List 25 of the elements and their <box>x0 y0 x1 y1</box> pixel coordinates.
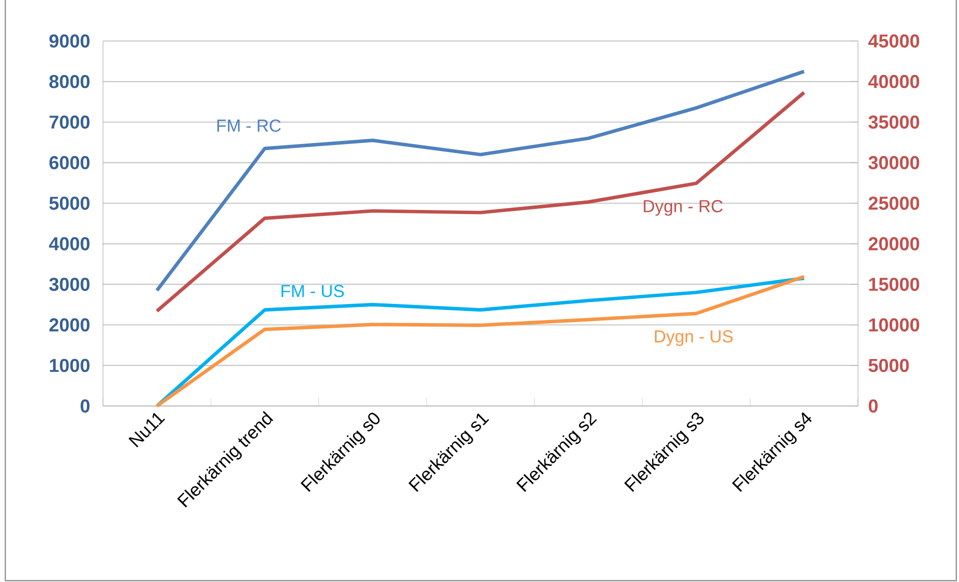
y-tick-label: 5000 <box>49 196 90 210</box>
y2-tick-label: 25000 <box>868 196 920 210</box>
y2-tick-label: 0 <box>868 399 878 413</box>
series-label: FM - RC <box>217 119 281 132</box>
series-label: Dygn - RC <box>644 200 723 216</box>
y2-tick-label: 45000 <box>868 34 920 48</box>
series-label: Dygn - US <box>654 330 733 346</box>
y2-tick-label: 20000 <box>868 237 920 250</box>
y2-tick-label: 35000 <box>868 115 920 129</box>
y2-tick-label: 30000 <box>868 156 920 170</box>
y-tick-label: 2000 <box>49 318 90 332</box>
y-tick-label: 7000 <box>50 116 90 129</box>
y2-tick-label: 5000 <box>868 358 909 372</box>
y2-tick-label: 15000 <box>869 278 920 291</box>
y-tick-label: 4000 <box>49 237 90 250</box>
y-tick-label: 6000 <box>49 156 90 170</box>
y-tick-label: 9000 <box>49 34 90 48</box>
y-tick-label: 1000 <box>50 358 90 372</box>
y-tick-label: 0 <box>80 399 90 413</box>
y2-tick-label: 40000 <box>868 74 920 88</box>
line-series <box>155 90 806 313</box>
y2-tick-label: 10000 <box>869 318 920 332</box>
y-tick-label: 8000 <box>49 74 90 88</box>
series-label: FM - US <box>282 284 344 298</box>
y-tick-label: 3000 <box>49 278 90 291</box>
